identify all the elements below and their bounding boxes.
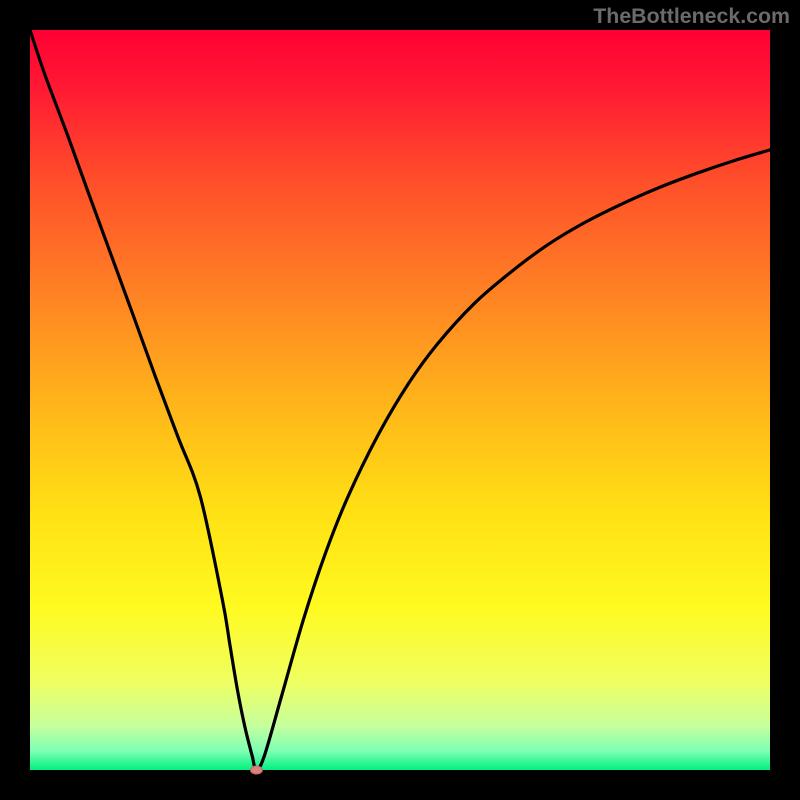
chart-plot-background [30, 30, 770, 770]
chart-min-marker [250, 766, 262, 774]
bottleneck-chart: TheBottleneck.com [0, 0, 800, 800]
chart-canvas [0, 0, 800, 800]
watermark-text: TheBottleneck.com [593, 4, 790, 29]
